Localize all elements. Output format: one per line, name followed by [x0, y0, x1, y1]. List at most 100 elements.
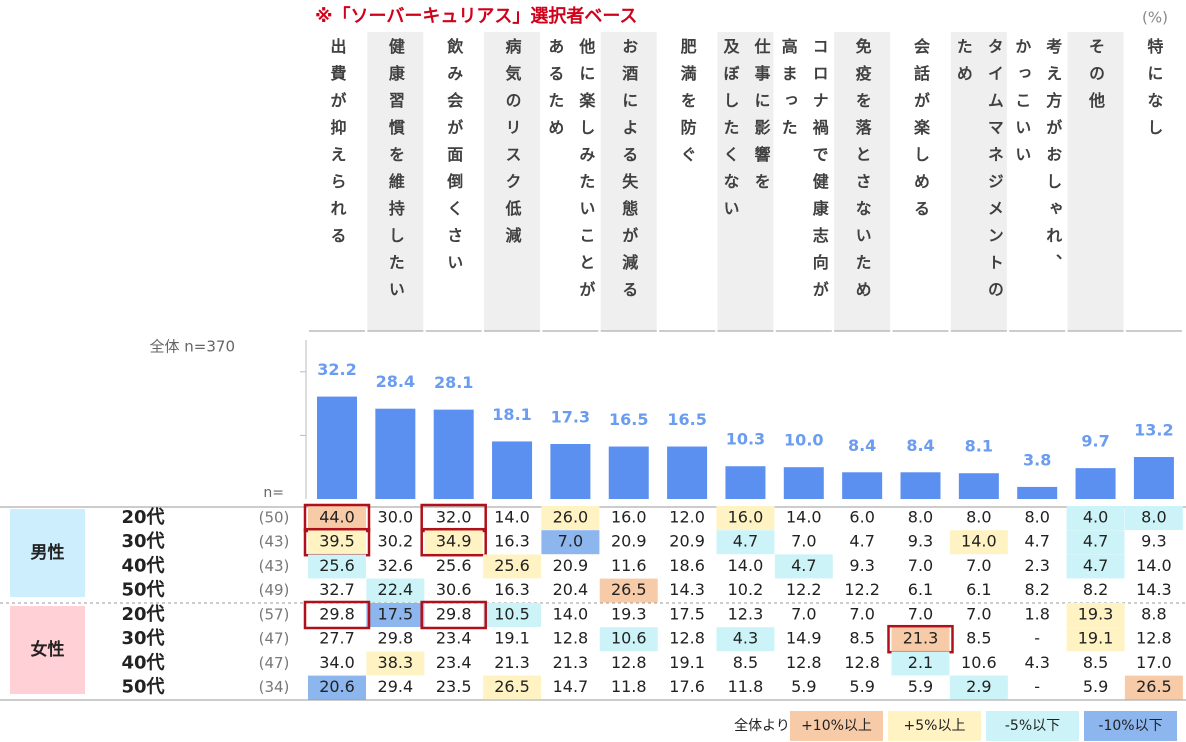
cell-shade	[1066, 554, 1125, 579]
cell-value: 9.3	[849, 556, 874, 575]
cell-value: 25.6	[494, 556, 530, 575]
header-bg	[717, 32, 774, 331]
cell-value: 27.7	[319, 629, 355, 648]
cell-value: 4.7	[791, 556, 816, 575]
cell-value: 16.3	[494, 532, 530, 551]
cell-shade	[308, 675, 366, 700]
cell-value: 26.5	[611, 580, 647, 599]
column-header: コロナ禍で健康志向が 高まった	[778, 38, 829, 308]
cell-value: 12.3	[728, 605, 764, 624]
value-label: 32.2	[317, 360, 356, 379]
cell-value: 4.7	[1083, 556, 1108, 575]
cell-shade	[716, 506, 775, 530]
cell-shade	[949, 530, 1008, 555]
cell-value: 12.8	[844, 653, 880, 672]
column-header: 肥満を防ぐ	[677, 38, 697, 173]
value-label: 10.0	[784, 431, 823, 450]
cell-value: 4.7	[733, 532, 758, 551]
cell-shade	[891, 651, 950, 676]
bar	[958, 473, 999, 499]
cell-value: 2.3	[1024, 556, 1049, 575]
cell-shade	[716, 530, 775, 555]
n-value: (50)	[259, 509, 290, 527]
cell-value: 8.5	[849, 629, 874, 648]
cell-value: 19.3	[611, 605, 647, 624]
cell-shade	[483, 554, 542, 579]
cell-value: 8.2	[1083, 580, 1108, 599]
header-bg	[484, 32, 541, 331]
cell-value: 12.2	[844, 580, 880, 599]
bar	[550, 443, 591, 499]
cell-value: 30.0	[378, 508, 414, 527]
cell-value: 14.3	[669, 580, 705, 599]
cell-value: 4.7	[1024, 532, 1049, 551]
cell-shade	[541, 530, 600, 555]
cell-value: 10.2	[728, 580, 764, 599]
cell-value: 12.8	[669, 629, 705, 648]
cell-value: 7.0	[908, 605, 933, 624]
value-label: 28.4	[376, 372, 415, 391]
cell-value: 14.3	[1136, 580, 1172, 599]
cell-value: 5.9	[791, 677, 816, 696]
column-header: 会話が楽しめる	[911, 38, 930, 227]
bar	[842, 472, 883, 499]
age-label: 20代	[121, 604, 164, 625]
cell-value: 32.6	[378, 556, 414, 575]
value-label: 8.4	[848, 436, 876, 455]
cell-shade	[1066, 530, 1125, 555]
cell-value: 8.5	[966, 629, 991, 648]
cell-shade	[483, 603, 542, 627]
cell-value: 4.0	[1083, 508, 1108, 527]
cell-value: 21.3	[494, 653, 530, 672]
cell-value: 11.8	[611, 677, 647, 696]
cell-value: 16.3	[494, 580, 530, 599]
cell-value: 10.6	[961, 653, 997, 672]
legend-swatch	[986, 711, 1079, 741]
value-label: 18.1	[492, 405, 531, 424]
column-header: 他に楽しみたいことが あるため	[545, 38, 596, 308]
cell-value: 29.4	[378, 677, 414, 696]
header-bg	[834, 32, 891, 331]
cell-value: 25.6	[436, 556, 472, 575]
cell-value: 20.9	[553, 556, 589, 575]
age-label: 20代	[121, 507, 164, 528]
cell-value: 14.7	[553, 677, 589, 696]
column-header: その他	[1086, 38, 1106, 119]
column-header: お酒による失態が減る	[619, 38, 639, 308]
value-label: 8.1	[965, 437, 993, 456]
cell-value: 14.0	[494, 508, 530, 527]
cell-value: 2.9	[966, 677, 991, 696]
cell-shade	[483, 675, 542, 700]
group-label: 男性	[31, 542, 65, 563]
cell-value: 23.4	[436, 653, 472, 672]
n-value: (47)	[259, 630, 290, 648]
highlight-box	[303, 600, 371, 630]
cell-value: 8.8	[1141, 605, 1166, 624]
cell-value: 32.7	[319, 580, 355, 599]
column-header: 飲み会が面倒くさい	[444, 38, 464, 281]
group-box	[10, 509, 85, 597]
cell-value: 7.0	[791, 532, 816, 551]
bar	[433, 409, 474, 499]
cell-value: 44.0	[319, 508, 355, 527]
column-header: 免疫を落とさないため	[852, 38, 872, 308]
value-label: 28.1	[434, 373, 473, 392]
n-value: (57)	[259, 606, 290, 624]
cell-value: 18.6	[669, 556, 705, 575]
value-label: 8.4	[906, 436, 934, 455]
cell-value: 34.9	[436, 532, 472, 551]
cell-value: -	[1034, 677, 1040, 696]
legend-swatch	[1084, 711, 1177, 741]
legend-label: -10%以下	[1098, 718, 1162, 734]
header-bg	[367, 32, 424, 331]
bar	[783, 467, 824, 499]
cell-value: 20.9	[669, 532, 705, 551]
cell-value: 7.0	[849, 605, 874, 624]
chart-title: ※「ソーバーキュリアス」選択者ベース	[315, 5, 637, 27]
value-label: 16.5	[609, 410, 648, 429]
cell-value: 5.9	[849, 677, 874, 696]
cell-value: 21.3	[903, 629, 939, 648]
cell-value: 12.8	[786, 653, 822, 672]
n-value: (34)	[259, 678, 290, 696]
legend-label: +5%以上	[904, 718, 966, 734]
